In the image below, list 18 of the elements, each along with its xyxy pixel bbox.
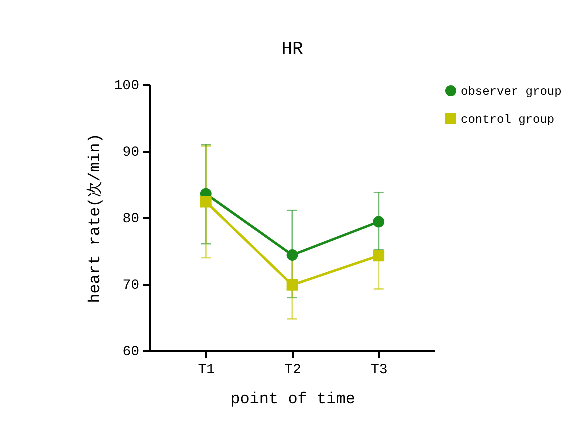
x-tick-label: T3: [370, 362, 388, 378]
x-tick-label: T1: [198, 362, 216, 378]
chart-title: HR: [282, 40, 304, 60]
point: [200, 196, 212, 208]
y-tick-label: 60: [122, 344, 140, 360]
point: [373, 216, 385, 228]
y-tick-label: 80: [122, 212, 140, 228]
y-tick-label: 90: [122, 145, 140, 161]
y-tick-label: 70: [122, 278, 140, 294]
legend-label: control group: [461, 113, 555, 127]
point: [286, 279, 298, 291]
point: [286, 250, 298, 261]
y-axis-title: heart rate(次/min): [86, 134, 104, 304]
x-axis-title: point of time: [230, 390, 356, 408]
legend-label: observer group: [461, 85, 562, 99]
point: [373, 250, 385, 262]
y-tick-label: 100: [114, 78, 140, 94]
x-tick-label: T2: [284, 362, 302, 378]
